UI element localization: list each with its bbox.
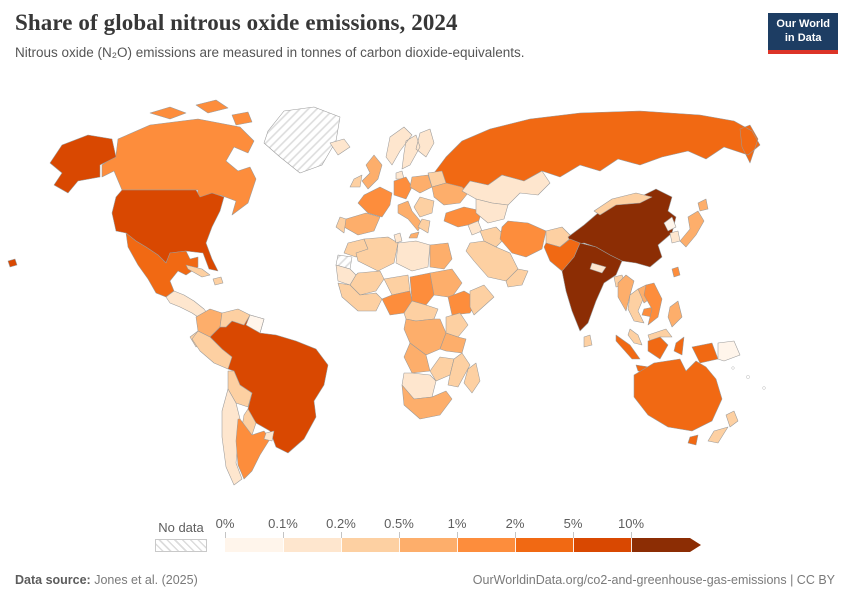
legend-tick: [515, 532, 516, 538]
country-canada[interactable]: [101, 99, 257, 216]
legend-tick: [399, 532, 400, 538]
owid-logo[interactable]: Our World in Data: [768, 13, 838, 54]
country-philippines[interactable]: [667, 300, 683, 328]
country-south-korea[interactable]: [669, 230, 681, 244]
country-spain[interactable]: [343, 212, 381, 236]
country-mozambique[interactable]: [447, 352, 471, 388]
small-island: [731, 366, 735, 370]
country-iran[interactable]: [499, 220, 547, 258]
country-hispaniola[interactable]: [212, 276, 224, 286]
country-australia[interactable]: [633, 358, 723, 446]
country-india[interactable]: [561, 242, 623, 332]
legend-bin-4[interactable]: [457, 538, 515, 552]
country-poland[interactable]: [409, 174, 433, 194]
owid-logo-line2: in Data: [784, 31, 822, 44]
small-island: [746, 375, 750, 379]
country-cuba[interactable]: [185, 264, 211, 278]
legend-bin-2[interactable]: [341, 538, 399, 552]
country-scandinavia[interactable]: [385, 126, 435, 170]
legend-tick-label: 0.1%: [268, 516, 298, 531]
country-germany[interactable]: [393, 176, 413, 200]
chart-title: Share of global nitrous oxide emissions,…: [15, 10, 458, 35]
country-argentina[interactable]: [235, 418, 271, 480]
legend-bin-6[interactable]: [573, 538, 631, 552]
country-portugal[interactable]: [335, 216, 347, 234]
country-ukraine[interactable]: [431, 182, 469, 206]
chart-footer: Data source: Jones et al. (2025) OurWorl…: [15, 573, 835, 587]
country-russia[interactable]: [433, 110, 761, 192]
legend-tick: [283, 532, 284, 538]
legend-tick: [341, 532, 342, 538]
country-north-korea[interactable]: [663, 216, 677, 232]
country-taiwan[interactable]: [671, 266, 681, 278]
country-egypt[interactable]: [429, 242, 453, 270]
country-chad[interactable]: [409, 272, 435, 306]
country-angola[interactable]: [403, 342, 431, 374]
country-tunisia[interactable]: [393, 232, 403, 244]
chart-header: Share of global nitrous oxide emissions,…: [15, 10, 750, 60]
chart-subtitle: Nitrous oxide (N₂O) emissions are measur…: [15, 45, 525, 60]
country-balkans[interactable]: [413, 196, 435, 218]
legend-tick-label: 10%: [617, 516, 645, 531]
no-data-label: No data: [158, 520, 204, 535]
legend-color-scale: 0% 0.1% 0.2% 0.5% 1% 2% 5% 10%: [216, 516, 703, 552]
owid-url-link[interactable]: OurWorldinData.org/co2-and-greenhouse-ga…: [472, 573, 835, 587]
country-libya[interactable]: [395, 240, 431, 272]
country-sri-lanka[interactable]: [583, 334, 593, 348]
country-new-zealand[interactable]: [707, 410, 739, 444]
legend-tick: [225, 532, 226, 538]
data-source-value: Jones et al. (2025): [90, 573, 198, 587]
country-usa[interactable]: [7, 134, 225, 272]
small-island: [762, 386, 766, 390]
legend-bin-1[interactable]: [283, 538, 341, 552]
country-chile[interactable]: [221, 388, 243, 486]
legend-tick: [631, 532, 632, 538]
country-pakistan[interactable]: [543, 238, 581, 272]
legend-bin-3[interactable]: [399, 538, 457, 552]
country-iceland[interactable]: [329, 138, 351, 156]
country-kenya-uganda[interactable]: [445, 312, 469, 338]
legend-tick: [457, 532, 458, 538]
country-somalia[interactable]: [469, 284, 495, 316]
country-sudan[interactable]: [429, 268, 463, 298]
country-mongolia[interactable]: [593, 192, 653, 216]
country-ireland[interactable]: [349, 174, 363, 188]
legend-bin-0[interactable]: [225, 538, 283, 552]
country-greenland[interactable]: [263, 106, 341, 174]
legend-tick-label: 1%: [447, 516, 467, 531]
legend-tick: [573, 532, 574, 538]
legend-tick-label: 0.2%: [326, 516, 356, 531]
country-central-asia[interactable]: [475, 198, 509, 224]
map-legend: No data 0% 0.1% 0.2% 0.5% 1% 2% 5% 10%: [155, 516, 703, 552]
data-source-label: Data source:: [15, 573, 91, 587]
country-france[interactable]: [357, 186, 393, 218]
no-data-swatch[interactable]: [155, 539, 207, 552]
world-map: [0, 85, 850, 510]
legend-bin-7[interactable]: [631, 538, 701, 552]
legend-no-data: No data: [155, 520, 207, 552]
legend-tick-label: 5%: [563, 516, 583, 531]
country-madagascar[interactable]: [463, 362, 481, 394]
country-vietnam[interactable]: [643, 282, 663, 326]
country-peru[interactable]: [191, 330, 233, 370]
legend-tick-label: 0.5%: [384, 516, 414, 531]
country-greece[interactable]: [417, 218, 431, 234]
country-malaysia[interactable]: [627, 328, 673, 346]
legend-bin-5[interactable]: [515, 538, 573, 552]
owid-logo-line1: Our World: [776, 18, 830, 30]
legend-tick-label: 2%: [505, 516, 525, 531]
country-mali[interactable]: [349, 270, 385, 296]
country-south-africa[interactable]: [401, 384, 453, 420]
country-yemen-oman[interactable]: [505, 268, 529, 288]
country-venezuela[interactable]: [219, 308, 251, 328]
legend-color-bar: [225, 538, 701, 552]
legend-tick-label: 0%: [215, 516, 235, 531]
country-papua-new-guinea[interactable]: [717, 340, 741, 362]
country-nepal[interactable]: [589, 262, 607, 274]
country-uk[interactable]: [361, 154, 383, 190]
data-source: Data source: Jones et al. (2025): [15, 573, 198, 587]
country-uruguay[interactable]: [263, 430, 275, 442]
country-guianas[interactable]: [245, 314, 265, 334]
country-japan[interactable]: [679, 198, 709, 248]
